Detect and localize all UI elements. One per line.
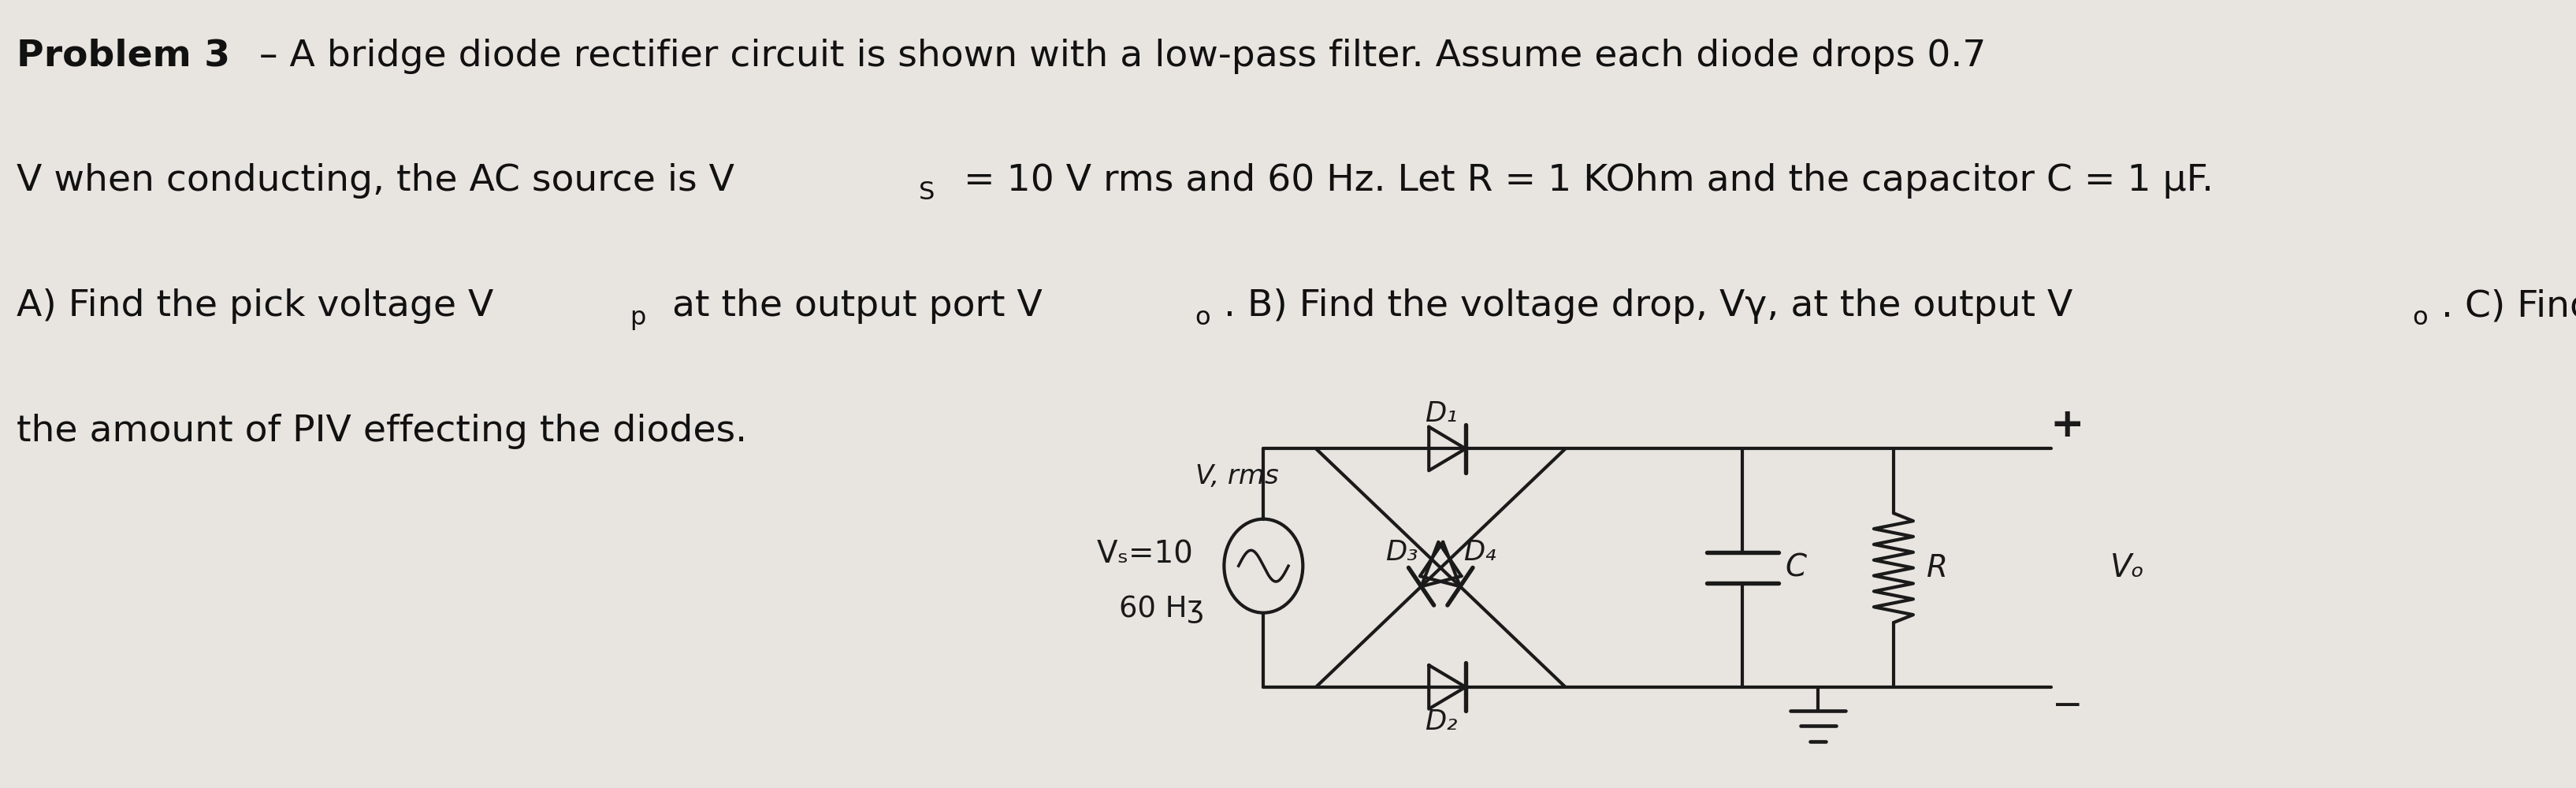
- Text: . B) Find the voltage drop, Vγ, at the output V: . B) Find the voltage drop, Vγ, at the o…: [1224, 288, 2074, 324]
- Text: D₄: D₄: [1463, 539, 1497, 566]
- Text: V, rms: V, rms: [1195, 463, 1278, 489]
- Text: Vₒ: Vₒ: [2110, 552, 2146, 583]
- Text: at the output port V: at the output port V: [659, 288, 1043, 324]
- Text: C: C: [1785, 553, 1806, 583]
- Text: . C) Find: . C) Find: [2442, 288, 2576, 324]
- Text: R: R: [1927, 553, 1947, 583]
- Text: +: +: [2050, 406, 2084, 445]
- Text: A) Find the pick voltage V: A) Find the pick voltage V: [15, 288, 495, 324]
- Text: V when conducting, the AC source is V: V when conducting, the AC source is V: [15, 163, 734, 199]
- Text: p: p: [631, 306, 647, 330]
- Text: = 10 V rms and 60 Hz. Let R = 1 KOhm and the capacitor C = 1 μF.: = 10 V rms and 60 Hz. Let R = 1 KOhm and…: [951, 163, 2213, 199]
- Text: S: S: [920, 180, 935, 205]
- Text: D₂: D₂: [1425, 709, 1458, 736]
- Text: Problem 3 – A bridge diode rectifier circuit is shown with a low-pass filter. As: Problem 3 – A bridge diode rectifier cir…: [15, 39, 1942, 74]
- Text: D₁: D₁: [1425, 400, 1458, 427]
- Text: – A bridge diode rectifier circuit is shown with a low-pass filter. Assume each : – A bridge diode rectifier circuit is sh…: [247, 39, 1986, 74]
- Text: o: o: [1195, 306, 1211, 330]
- Text: o: o: [2411, 306, 2427, 330]
- Text: Vₛ=10: Vₛ=10: [1097, 539, 1193, 569]
- Text: Problem 3: Problem 3: [15, 39, 229, 74]
- Text: −: −: [2053, 689, 2084, 724]
- Text: 60 Hʒ: 60 Hʒ: [1118, 594, 1203, 623]
- Text: D₃: D₃: [1386, 539, 1417, 566]
- Text: the amount of PIV effecting the diodes.: the amount of PIV effecting the diodes.: [15, 414, 747, 449]
